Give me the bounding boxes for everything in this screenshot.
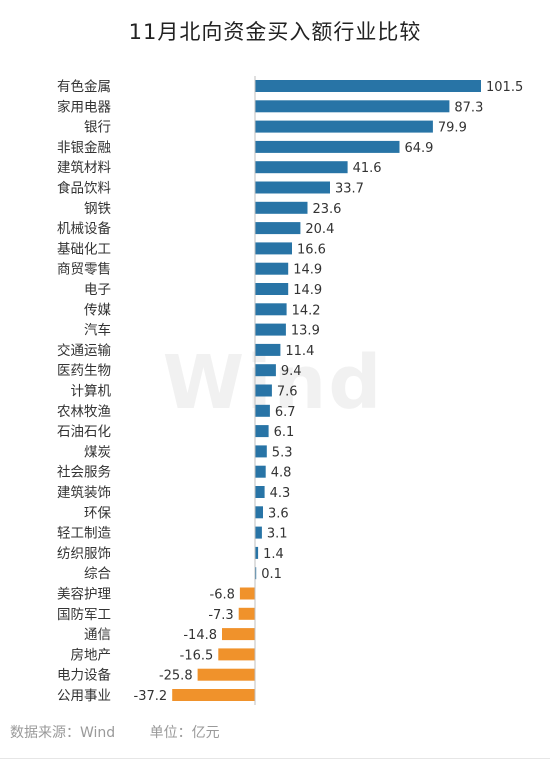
bar-轻工制造 [255,526,262,539]
category-label: 钢铁 [84,201,111,217]
bar-石油石化 [255,425,269,438]
category-label: 综合 [84,566,111,582]
bar-房地产 [218,648,255,661]
bar-非银金融 [255,140,400,153]
divider [0,758,550,759]
category-label: 有色金属 [57,78,111,95]
category-label: 公用事业 [57,688,111,704]
bar-家用电器 [255,100,450,113]
chart-footer: 数据来源：Wind 单位：亿元 [10,722,250,742]
category-label: 非银金融 [57,140,111,156]
bar-商贸零售 [255,262,289,275]
bar-煤炭 [255,445,267,458]
category-label: 建筑材料 [57,160,111,176]
category-label: 汽车 [84,322,111,339]
value-label: 20.4 [305,222,334,237]
bar-综合 [255,567,257,580]
category-label: 轻工制造 [57,526,111,542]
bar-社会服务 [255,465,266,478]
category-label: 家用电器 [57,98,111,115]
value-label: 0.1 [261,567,282,582]
category-label: 国防军工 [57,607,111,623]
category-label: 环保 [84,505,111,521]
category-label: 农林牧渔 [57,404,111,420]
bar-电子 [255,283,289,295]
bar-环保 [255,506,263,519]
value-label: 3.1 [267,527,288,542]
category-label: 银行 [84,120,111,136]
value-label: 4.3 [270,486,291,501]
category-label: 建筑装饰 [57,485,111,501]
bar-银行 [255,120,433,133]
bar-钢铁 [255,201,308,214]
bar-建筑装饰 [255,486,265,498]
category-label: 电力设备 [57,667,111,684]
category-label: 食品饮料 [57,180,111,197]
category-label: 计算机 [71,384,112,400]
value-label: 9.4 [281,364,302,379]
bar-农林牧渔 [255,404,270,417]
value-label: -25.8 [159,669,193,684]
value-label: 6.7 [275,405,296,420]
category-label: 通信 [84,627,111,643]
bar-基础化工 [255,242,292,255]
value-label: 14.9 [293,283,322,298]
category-label: 医药生物 [57,363,111,379]
value-label: -14.8 [183,628,217,643]
value-label: -16.5 [180,648,214,663]
value-label: 3.6 [268,506,289,521]
bar-电力设备 [197,668,255,681]
value-label: 14.2 [292,303,321,318]
bar-美容护理 [239,587,255,600]
bar-纺织服饰 [255,546,259,559]
value-label: 11.4 [285,344,314,359]
bar-建筑材料 [255,161,348,174]
bar-传媒 [255,303,287,316]
category-label: 石油石化 [57,424,111,440]
source-note: 数据来源：Wind [10,725,116,741]
bar-计算机 [255,384,272,397]
category-label: 社会服务 [57,465,111,481]
value-label: 101.5 [486,80,523,95]
bar-机械设备 [255,222,301,235]
category-label: 基础化工 [57,240,111,257]
value-label: 6.1 [274,425,295,440]
bar-交通运输 [255,343,281,356]
category-label: 传媒 [84,302,111,318]
bar-chart: Wind 101.5有色金属87.3家用电器79.9银行64.9非银金融41.6… [57,76,523,705]
category-label: 煤炭 [84,444,111,460]
bar-通信 [222,628,255,641]
value-label: 5.3 [272,445,293,460]
unit-note: 单位：亿元 [149,725,220,741]
value-label: 33.7 [335,182,364,197]
bar-公用事业 [172,689,255,701]
value-label: 1.4 [263,547,284,562]
value-label: 4.8 [271,466,292,481]
category-label: 房地产 [71,647,112,663]
bar-有色金属 [255,80,481,92]
bar-医药生物 [255,364,276,377]
bar-汽车 [255,323,286,336]
value-label: 7.6 [277,385,298,400]
value-label: -6.8 [210,588,235,603]
value-label: 16.6 [297,242,326,257]
category-label: 机械设备 [57,220,111,237]
value-label: 87.3 [454,100,483,115]
value-label: 13.9 [291,324,320,339]
value-label: 23.6 [313,202,342,217]
value-label: 14.9 [293,263,322,278]
category-label: 纺织服饰 [57,546,111,562]
category-label: 交通运输 [57,342,111,359]
value-label: 41.6 [353,161,382,176]
bar-国防军工 [238,607,255,620]
category-label: 商贸零售 [57,262,111,278]
value-label: -37.2 [134,689,168,704]
value-label: 64.9 [405,141,434,156]
value-label: -7.3 [208,608,233,623]
chart-title: 11月北向资金买入额行业比较 [128,20,422,44]
category-label: 电子 [84,282,111,298]
bar-食品饮料 [255,181,330,194]
category-label: 美容护理 [57,586,111,603]
value-label: 79.9 [438,121,467,136]
